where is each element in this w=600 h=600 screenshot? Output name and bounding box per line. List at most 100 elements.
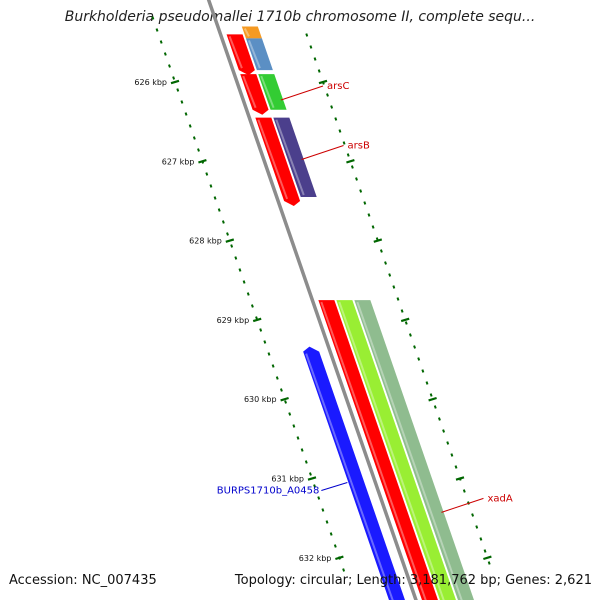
tick-label: 631 kbp — [271, 475, 304, 484]
major-tick-right — [400, 317, 410, 323]
red-cds-3 — [255, 117, 301, 206]
purple-gene-arsB — [273, 117, 317, 197]
backbone-layer — [206, 0, 418, 600]
minor-tick-left — [292, 424, 296, 428]
minor-tick-left — [238, 268, 242, 272]
gene-label: BURPS1710b_A0458 — [217, 485, 320, 496]
feature-layer — [226, 26, 474, 600]
minor-tick-left — [184, 112, 188, 116]
minor-tick-left — [168, 64, 171, 68]
minor-tick-left — [197, 148, 200, 152]
major-tick-right — [373, 238, 383, 243]
gene-label: arsC — [327, 81, 349, 92]
minor-tick-right — [479, 537, 483, 541]
purple-gene-arsB-highlight — [275, 119, 305, 196]
major-tick-right — [483, 555, 492, 561]
steelblue-gene-highlight — [248, 40, 261, 69]
minor-tick-left — [288, 412, 292, 416]
sage-feature-xadA-highlight — [356, 301, 463, 600]
minor-tick-left — [163, 52, 167, 56]
minor-tick-left — [151, 16, 155, 20]
minor-tick-left — [321, 508, 325, 512]
minor-tick-left — [159, 40, 163, 44]
label-leader — [321, 481, 348, 491]
minor-tick-right — [363, 201, 367, 205]
major-tick-right — [318, 79, 328, 85]
accession-text: Accession: NC_007435 — [9, 573, 157, 588]
minor-tick-left — [279, 388, 283, 392]
minor-tick-left — [226, 232, 229, 236]
minor-tick-left — [342, 568, 346, 572]
minor-tick-right — [338, 129, 342, 133]
minor-tick-right — [342, 141, 346, 145]
sage-feature-xadA — [354, 300, 474, 600]
minor-tick-left — [209, 184, 213, 188]
minor-tick-right — [313, 57, 317, 61]
tick-layer: 626 kbp 627 kbp 628 kbp 629 kbp 630 kbp 631 k… — [134, 16, 492, 572]
minor-tick-right — [487, 561, 491, 565]
label-layer: arsC arsB xadA BURPS1710b_A0458 — [217, 81, 513, 513]
minor-tick-right — [367, 213, 371, 217]
minor-tick-left — [234, 256, 238, 260]
tick-label: 628 kbp — [189, 237, 222, 246]
minor-tick-left — [213, 196, 217, 200]
gene-label: arsB — [348, 140, 370, 151]
minor-tick-left — [172, 76, 176, 80]
green-gene-arsC — [258, 74, 287, 110]
red-cds-1 — [226, 34, 255, 76]
tick-label: 630 kbp — [244, 395, 277, 404]
minor-tick-right — [384, 261, 387, 265]
minor-tick-left — [329, 532, 333, 536]
minor-tick-left — [192, 136, 196, 140]
minor-tick-right — [471, 513, 475, 517]
minor-tick-left — [263, 340, 267, 344]
minor-tick-left — [284, 400, 287, 404]
minor-tick-right — [392, 285, 396, 289]
minor-tick-right — [330, 105, 334, 109]
minor-tick-left — [304, 460, 308, 464]
minor-tick-right — [400, 309, 404, 313]
minor-tick-left — [259, 328, 263, 332]
gene-label: xadA — [487, 493, 512, 504]
major-tick-left — [170, 79, 180, 85]
major-tick-right — [428, 396, 437, 402]
minor-tick-right — [379, 249, 383, 253]
major-tick-left — [307, 476, 317, 481]
minor-tick-left — [300, 448, 304, 452]
red-cds-xadA-highlight — [320, 301, 427, 600]
minor-tick-left — [325, 520, 329, 524]
major-tick-left — [280, 396, 289, 402]
minor-tick-left — [313, 484, 317, 488]
minor-tick-left — [188, 124, 192, 128]
minor-tick-right — [371, 225, 375, 229]
major-tick-right — [346, 159, 355, 164]
minor-tick-right — [396, 297, 400, 301]
map-title: Burkholderia pseudomallei 1710b chromoso… — [64, 9, 536, 25]
minor-tick-right — [334, 117, 338, 121]
minor-tick-right — [475, 525, 479, 529]
minor-tick-right — [305, 33, 309, 37]
major-tick-left — [198, 159, 207, 164]
green-gene-arsC-highlight — [260, 75, 275, 109]
backbone-line — [206, 0, 418, 600]
red-cds-2-highlight — [242, 75, 257, 109]
minor-tick-right — [429, 393, 433, 397]
minor-tick-left — [267, 352, 271, 356]
major-tick-left — [335, 555, 344, 561]
minor-tick-right — [437, 417, 441, 421]
tick-label: 629 kbp — [217, 316, 250, 325]
minor-tick-right — [433, 405, 437, 409]
summary-text: Topology: circular; Length: 3,181,762 bp… — [234, 573, 592, 588]
red-cds-2 — [240, 74, 269, 115]
minor-tick-right — [425, 381, 429, 385]
minor-tick-right — [346, 153, 350, 157]
minor-tick-left — [155, 28, 159, 32]
minor-tick-right — [454, 465, 458, 469]
orange-feature-highlight — [243, 28, 250, 37]
minor-tick-left — [180, 100, 184, 104]
minor-tick-right — [408, 333, 412, 337]
orange-feature — [241, 26, 262, 39]
minor-tick-right — [404, 321, 408, 325]
minor-tick-right — [483, 549, 487, 553]
